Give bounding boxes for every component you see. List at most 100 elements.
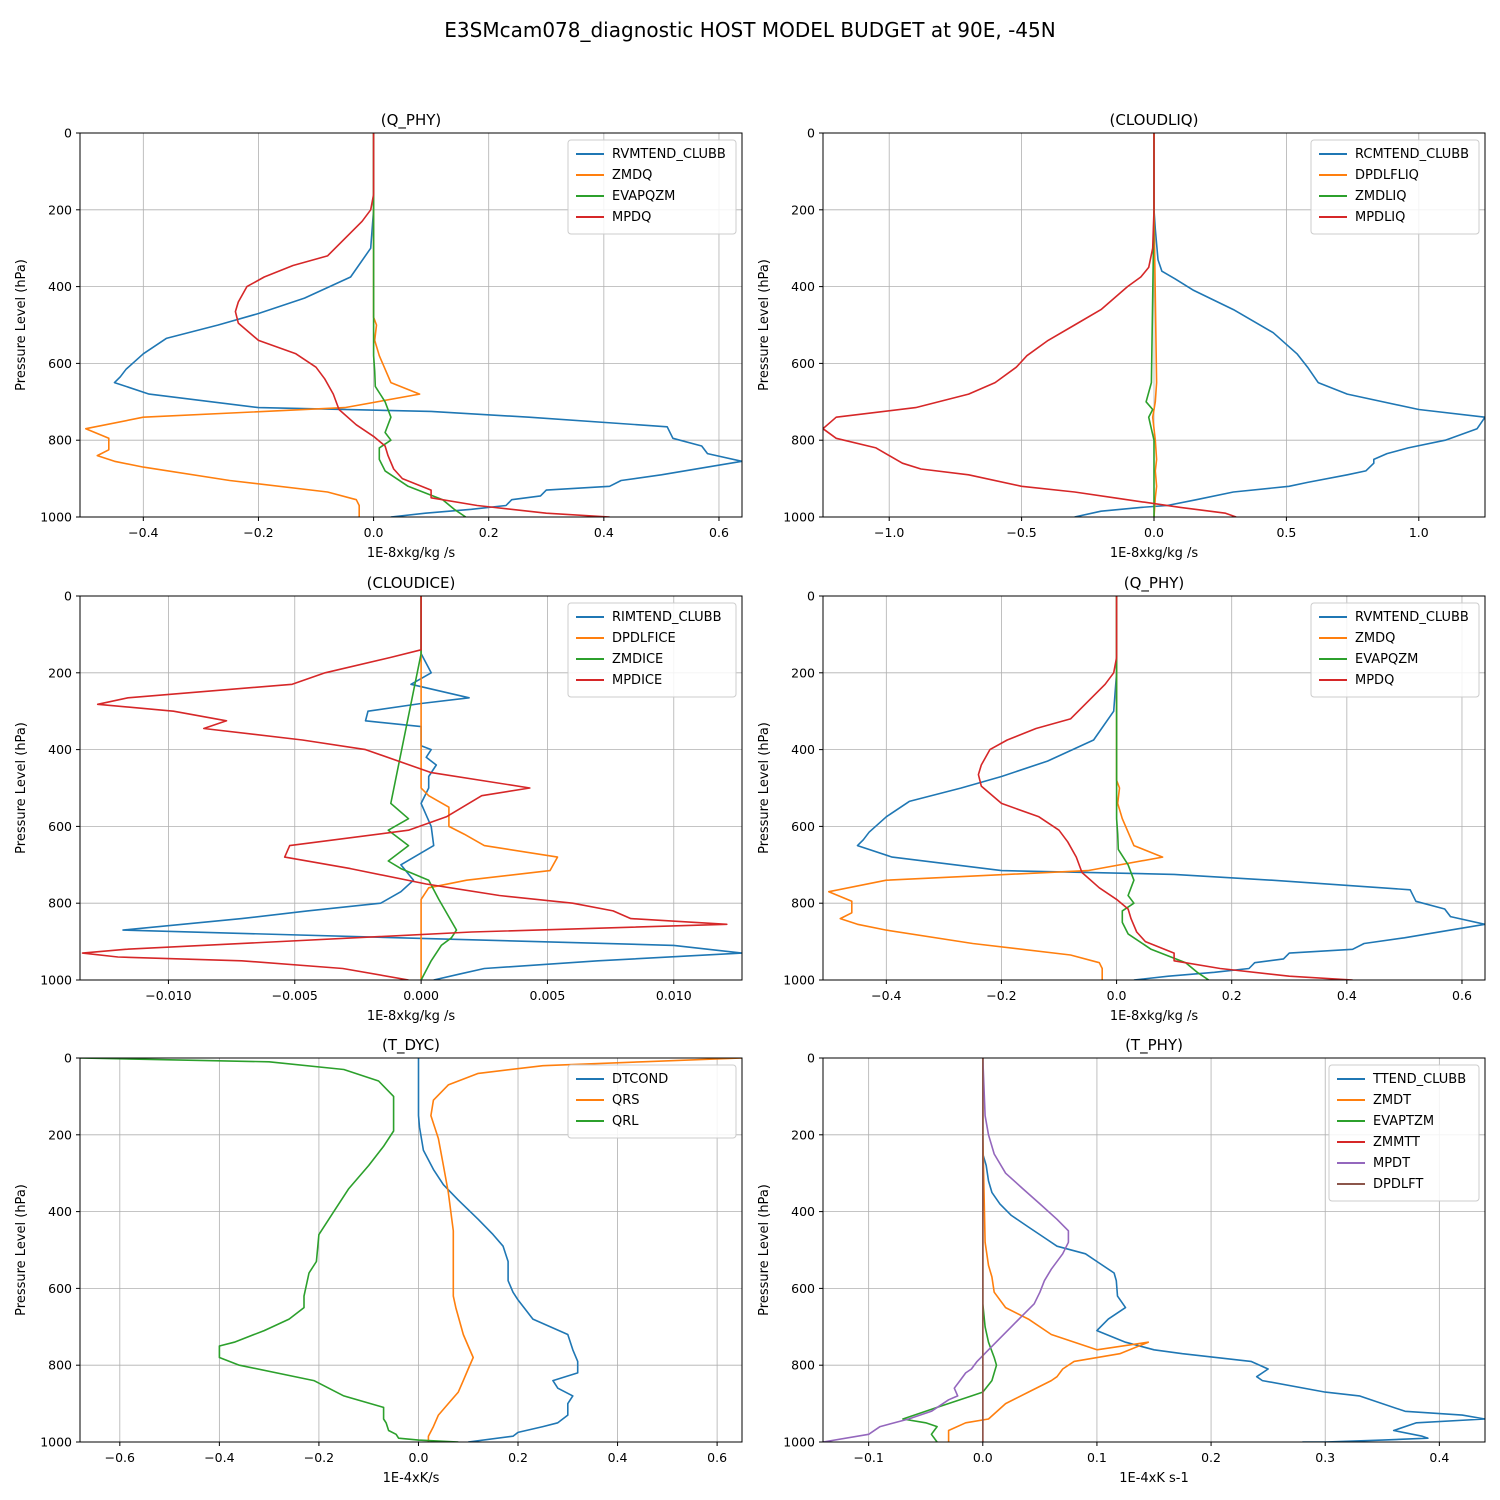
y-axis-label: Pressure Level (hPa) (14, 259, 29, 391)
legend-entry: RVMTEND_CLUBB (1355, 610, 1469, 625)
legend-entry: QRL (612, 1114, 639, 1129)
y-tick-label: 1000 (783, 973, 815, 988)
y-tick-label: 800 (791, 896, 815, 911)
series-line-mpdq (234, 133, 610, 517)
y-tick-label: 200 (791, 1127, 815, 1142)
y-tick-label: 800 (48, 1358, 72, 1373)
figure-title: E3SMcam078_diagnostic HOST MODEL BUDGET … (444, 18, 1055, 42)
legend: DTCOND QRS QRL (567, 1064, 737, 1139)
y-tick-label: 1000 (40, 973, 72, 988)
x-tick-label: −1.0 (874, 525, 904, 540)
panel-title: (T_PHY) (1125, 1036, 1183, 1055)
y-tick-label: 1000 (783, 1435, 815, 1450)
plot-frame (822, 595, 1486, 981)
y-tick-label: 600 (791, 356, 815, 371)
legend-entry: ZMDQ (612, 168, 652, 183)
legend-entry: DPDLFICE (612, 631, 676, 646)
y-axis-label: Pressure Level (hPa) (757, 259, 772, 391)
y-tick-label: 600 (48, 819, 72, 834)
legend-entry: RIMTEND_CLUBB (612, 610, 722, 625)
panel-title: (Q_PHY) (381, 111, 442, 130)
x-tick-label: 0.6 (707, 1450, 727, 1465)
x-tick-label: −0.1 (853, 1450, 883, 1465)
y-tick-label: 200 (48, 665, 72, 680)
y-tick-label: 800 (791, 1358, 815, 1373)
series-line-rcmtend-clubb (1074, 133, 1485, 517)
series-group (80, 1058, 742, 1442)
x-tick-label: 0.3 (1315, 1450, 1335, 1465)
series-line-mpdt (823, 1058, 1070, 1442)
x-tick-label: 0.2 (1201, 1450, 1221, 1465)
y-tick-label: 800 (791, 433, 815, 448)
series-group (827, 596, 1485, 980)
x-tick-label: −0.4 (204, 1450, 234, 1465)
x-tick-label: 0.0 (973, 1450, 993, 1465)
chart-panel-1: −0.4 −0.2 0.0 0.2 0.4 0.6 0 200 400 600 800 1000 (Q_… (14, 111, 743, 561)
legend-entry: EVAPTZM (1373, 1114, 1434, 1129)
legend-entry: MPDLIQ (1355, 210, 1405, 225)
legend-entry: EVAPQZM (612, 189, 675, 204)
y-tick-label: 800 (48, 433, 72, 448)
y-axis-label: Pressure Level (hPa) (14, 722, 29, 854)
y-tick-label: 0 (64, 126, 72, 141)
legend-entry: ZMDQ (1355, 631, 1395, 646)
series-line-zmdq (827, 596, 1164, 980)
panel-title: (Q_PHY) (1124, 574, 1185, 593)
x-tick-label: 0.2 (479, 525, 499, 540)
legend-entry: RVMTEND_CLUBB (612, 147, 726, 162)
x-tick-label: −0.2 (986, 988, 1016, 1003)
x-axis-label: 1E-8xkg/kg /s (367, 546, 456, 561)
x-tick-label: 0.1 (1087, 1450, 1107, 1465)
y-tick-label: 0 (64, 1051, 72, 1066)
y-axis-label: Pressure Level (hPa) (757, 1184, 772, 1316)
x-tick-label: 0.000 (403, 988, 439, 1003)
legend-box (567, 1064, 737, 1139)
series-line-dpdlfliq (1151, 133, 1158, 517)
series-line-ttend-clubb (981, 1058, 1485, 1442)
series-group (85, 133, 742, 517)
legend: RVMTEND_CLUBB ZMDQ EVAPQZM MPDQ (567, 139, 737, 235)
legend-box (1328, 1064, 1480, 1202)
y-tick-label: 200 (791, 202, 815, 217)
chart-panel-5: −0.6 −0.4 −0.2 0.0 0.2 0.4 0.6 0 200 400 600 800 100… (14, 1036, 743, 1486)
x-tick-label: −0.2 (304, 1450, 334, 1465)
legend-entry: RCMTEND_CLUBB (1355, 147, 1469, 162)
plot-frame (822, 1057, 1486, 1443)
legend: RIMTEND_CLUBB DPDLFICE ZMDICE MPDICE (567, 602, 737, 698)
y-tick-label: 200 (48, 1127, 72, 1142)
series-line-mpdice (81, 596, 728, 980)
x-tick-label: −0.2 (243, 525, 273, 540)
x-tick-label: −0.010 (145, 988, 191, 1003)
legend-entry: MPDICE (612, 673, 662, 688)
legend-entry: EVAPQZM (1355, 652, 1418, 667)
y-tick-label: 400 (791, 279, 815, 294)
x-axis-label: 1E-4xK/s (383, 1471, 440, 1486)
x-tick-label: 0.0 (409, 1450, 429, 1465)
series-line-rvmtend-clubb (856, 596, 1485, 980)
y-axis-label: Pressure Level (hPa) (14, 1184, 29, 1316)
legend-entry: MPDQ (612, 210, 651, 225)
y-tick-label: 400 (48, 1204, 72, 1219)
y-tick-label: 400 (48, 279, 72, 294)
series-line-evaptzm (902, 1058, 998, 1442)
legend-entry: DTCOND (612, 1072, 668, 1087)
y-tick-label: 0 (807, 126, 815, 141)
legend-entry: DPDLFT (1373, 1177, 1423, 1192)
legend-entry: ZMDLIQ (1355, 189, 1406, 204)
y-tick-label: 400 (791, 1204, 815, 1219)
x-tick-label: 0.2 (508, 1450, 528, 1465)
x-tick-label: 0.0 (364, 525, 384, 540)
x-axis-label: 1E-8xkg/kg /s (1110, 546, 1199, 561)
x-tick-label: −0.5 (1006, 525, 1036, 540)
panel-title: (CLOUDICE) (367, 574, 456, 592)
y-axis-label: Pressure Level (hPa) (757, 722, 772, 854)
y-tick-label: 1000 (40, 510, 72, 525)
series-line-evapqzm (372, 133, 467, 517)
x-tick-label: −0.6 (105, 1450, 135, 1465)
x-axis-label: 1E-8xkg/kg /s (1110, 1009, 1199, 1024)
x-tick-label: 0.010 (656, 988, 692, 1003)
x-tick-label: 0.2 (1222, 988, 1242, 1003)
legend-box (1310, 139, 1480, 235)
y-tick-label: 600 (48, 356, 72, 371)
